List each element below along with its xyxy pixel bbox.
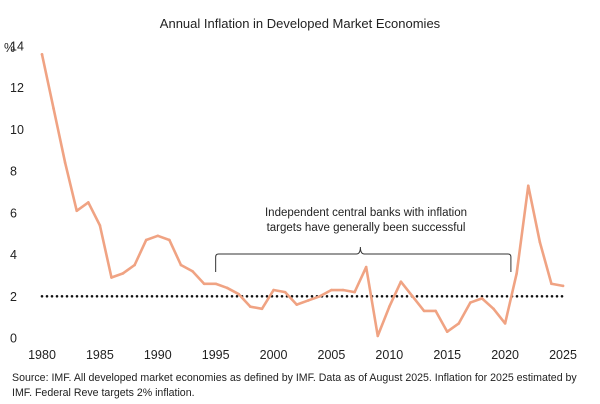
annotation-bracket xyxy=(215,246,512,272)
data-point-2002 xyxy=(295,303,299,306)
data-point-1985 xyxy=(98,224,102,227)
series-line-0 xyxy=(40,53,565,338)
data-point-1990 xyxy=(156,234,160,238)
data-point-1981 xyxy=(52,107,55,110)
x-tick-2005: 2005 xyxy=(318,348,346,362)
data-point-2022 xyxy=(526,184,530,188)
data-point-2011 xyxy=(399,280,403,283)
annotation-line-1: Independent central banks with inflation xyxy=(265,207,467,219)
y-axis-ticks: 0 2 4 6 8 10 12 14 xyxy=(10,40,24,346)
data-point-2019 xyxy=(492,307,495,311)
data-point-2005 xyxy=(330,288,333,292)
data-point-2020 xyxy=(503,322,507,325)
y-tick-14: 14 xyxy=(10,40,24,54)
data-point-2004 xyxy=(318,294,322,298)
data-point-1980 xyxy=(40,53,44,56)
data-point-2025 xyxy=(561,284,565,288)
x-axis-ticks: 1980 1985 1990 1995 2000 2005 2010 2015 2020 2025 xyxy=(28,348,577,362)
y-tick-0: 0 xyxy=(10,332,17,346)
x-tick-1980: 1980 xyxy=(28,348,56,362)
data-point-2006 xyxy=(341,288,345,292)
x-tick-2010: 2010 xyxy=(375,348,403,362)
data-point-1989 xyxy=(144,238,148,242)
data-point-2001 xyxy=(283,290,287,294)
data-point-2007 xyxy=(353,290,356,294)
x-tick-2020: 2020 xyxy=(491,348,519,362)
data-point-2009 xyxy=(376,334,380,338)
x-tick-1995: 1995 xyxy=(202,348,230,362)
data-point-1987 xyxy=(121,272,125,275)
x-tick-1985: 1985 xyxy=(86,348,114,362)
data-point-2000 xyxy=(272,288,275,292)
data-point-2016 xyxy=(457,322,461,325)
y-tick-10: 10 xyxy=(10,123,24,137)
data-point-1991 xyxy=(168,238,171,242)
data-point-2024 xyxy=(550,282,553,286)
x-tick-2025: 2025 xyxy=(549,348,577,362)
data-point-2017 xyxy=(469,301,472,304)
y-tick-2: 2 xyxy=(10,290,17,304)
data-point-1999 xyxy=(260,307,264,311)
data-point-1994 xyxy=(202,282,206,286)
data-point-1995 xyxy=(214,282,217,286)
data-point-2008 xyxy=(364,265,368,269)
data-point-2015 xyxy=(445,330,449,334)
data-point-2010 xyxy=(388,305,391,309)
data-point-1993 xyxy=(191,269,194,273)
y-tick-6: 6 xyxy=(10,206,17,220)
data-point-1982 xyxy=(63,161,67,165)
data-point-1984 xyxy=(87,201,90,204)
data-point-2012 xyxy=(411,294,414,298)
data-point-1986 xyxy=(110,276,113,279)
x-tick-1990: 1990 xyxy=(144,348,172,362)
data-point-2021 xyxy=(515,272,518,275)
y-tick-12: 12 xyxy=(10,81,24,95)
x-tick-2000: 2000 xyxy=(260,348,288,362)
data-point-2023 xyxy=(538,240,542,244)
data-point-1997 xyxy=(237,292,241,296)
series-layer xyxy=(40,53,565,338)
y-tick-4: 4 xyxy=(10,248,17,262)
data-point-2014 xyxy=(434,309,437,313)
y-tick-8: 8 xyxy=(10,165,17,179)
data-point-2003 xyxy=(306,299,310,302)
x-tick-2015: 2015 xyxy=(433,348,461,362)
data-point-2018 xyxy=(480,297,484,300)
data-point-2013 xyxy=(422,309,426,313)
data-point-1992 xyxy=(179,263,183,267)
annotation-line-2: targets have generally been successful xyxy=(267,222,466,234)
data-point-1988 xyxy=(133,263,136,267)
data-point-1996 xyxy=(225,286,229,290)
data-point-1998 xyxy=(249,305,252,309)
inflation-chart: Annual Inflation in Developed Market Eco… xyxy=(4,16,577,362)
source-footnote: Source: IMF. All developed market econom… xyxy=(12,372,577,399)
data-point-1983 xyxy=(75,209,79,213)
y-axis-label: % xyxy=(4,41,15,55)
chart-title: Annual Inflation in Developed Market Eco… xyxy=(160,16,441,31)
